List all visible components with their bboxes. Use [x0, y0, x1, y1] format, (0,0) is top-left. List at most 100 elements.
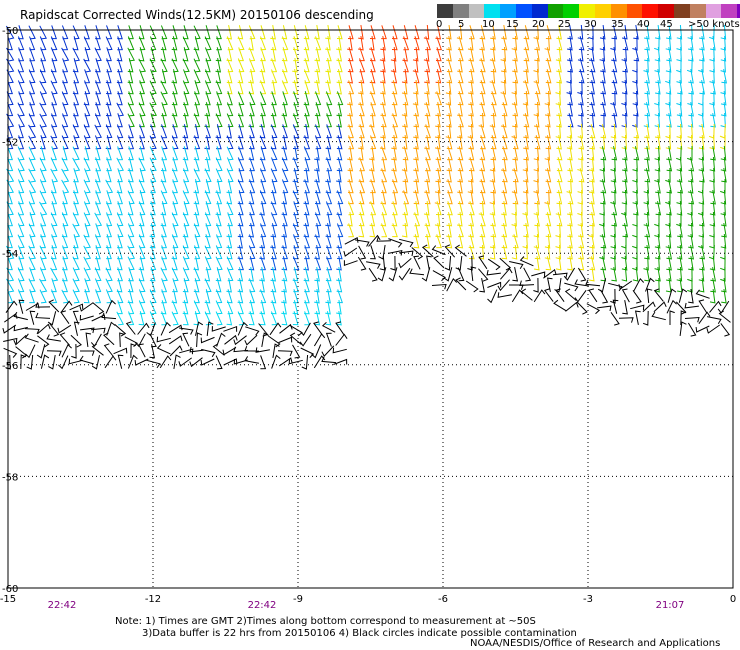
wind-barb [388, 238, 403, 248]
wind-barb [272, 343, 280, 358]
wind-barb [233, 358, 248, 365]
wind-barb [566, 123, 573, 139]
wind-barb [325, 300, 331, 315]
wind-barb [709, 68, 715, 84]
wind-barb [204, 168, 212, 183]
wind-barb [501, 179, 508, 194]
wind-barb [281, 190, 288, 205]
wind-barb [37, 335, 50, 348]
wind-barb [7, 80, 14, 95]
wind-barb [83, 58, 92, 73]
wind-barb [412, 47, 419, 62]
wind-barb [597, 278, 607, 293]
legend-swatch [626, 4, 643, 18]
wind-barb [468, 58, 475, 73]
wind-barb [655, 190, 661, 205]
wind-barb [599, 156, 606, 172]
wind-barb [255, 347, 270, 353]
wind-barb [621, 123, 627, 139]
wind-barb [172, 179, 179, 194]
wind-barb [223, 358, 238, 366]
wind-barb [137, 322, 150, 335]
wind-barb [72, 124, 80, 139]
wind-barb [193, 201, 200, 216]
wind-barb [83, 157, 91, 172]
wind-barb [577, 178, 583, 194]
wind-barb [17, 69, 25, 84]
wind-barb [244, 334, 258, 346]
wind-barb [424, 102, 431, 117]
wind-barb [413, 255, 421, 270]
wind-barb [61, 212, 69, 227]
wind-barb [456, 124, 463, 139]
wind-barb [478, 112, 485, 128]
wind-barb [300, 347, 315, 358]
wind-barb [50, 157, 58, 172]
wind-barb [666, 267, 672, 282]
wind-barb [72, 223, 81, 238]
wind-barb [666, 113, 672, 128]
wind-barb [632, 113, 638, 128]
wind-barb [314, 69, 320, 84]
wind-barb [61, 91, 69, 106]
wind-barb [194, 47, 201, 62]
wind-barb [171, 135, 179, 150]
wind-barb [457, 267, 465, 282]
wind-barb [677, 80, 683, 95]
wind-barb [94, 212, 103, 227]
wind-barb [72, 146, 80, 161]
wind-barb [204, 36, 212, 51]
wind-barb [632, 134, 638, 150]
wind-barb [412, 57, 419, 73]
wind-barb [326, 190, 333, 205]
wind-barb [600, 80, 607, 95]
wind-barb [720, 91, 727, 106]
wind-barb [709, 211, 716, 227]
wind-barb [424, 58, 431, 73]
wind-barb [622, 157, 628, 172]
wind-barb [610, 156, 616, 172]
wind-barb [588, 178, 595, 194]
wind-barb [457, 135, 463, 150]
wind-barb [720, 266, 726, 282]
wind-barb [314, 289, 320, 304]
wind-barb [519, 256, 534, 267]
wind-barb [611, 201, 618, 216]
wind-barb [436, 234, 443, 249]
wind-barb [720, 79, 726, 95]
legend-swatch [500, 4, 516, 18]
wind-barb [7, 256, 13, 271]
wind-barb [555, 123, 562, 139]
wind-barb [676, 189, 682, 205]
wind-barb [402, 212, 409, 227]
wind-barb [83, 146, 90, 161]
legend-swatch [658, 4, 674, 18]
wind-barb [369, 157, 375, 172]
wind-barb [279, 323, 293, 334]
wind-barb [512, 168, 519, 183]
wind-barb [51, 278, 57, 293]
wind-barb [28, 168, 37, 183]
wind-barb [343, 247, 358, 257]
wind-barb [150, 69, 157, 84]
wind-barb [567, 190, 574, 205]
wind-barb [522, 102, 529, 117]
wind-barb [128, 179, 135, 194]
wind-barb [665, 102, 672, 117]
wind-barb [468, 47, 475, 62]
wind-barb [546, 277, 553, 292]
wind-barb [226, 146, 234, 161]
wind-barb [26, 354, 34, 370]
wind-barb [127, 47, 135, 62]
wind-barb [457, 212, 463, 227]
wind-barb [39, 267, 47, 282]
wind-barb [146, 359, 161, 369]
wind-barb [545, 179, 552, 194]
wind-barb [270, 256, 277, 271]
wind-barb [654, 145, 661, 161]
wind-barb [577, 211, 584, 227]
wind-barb [161, 245, 168, 260]
wind-barb [278, 336, 293, 344]
wind-barb [304, 135, 311, 150]
wind-barb [325, 311, 332, 326]
